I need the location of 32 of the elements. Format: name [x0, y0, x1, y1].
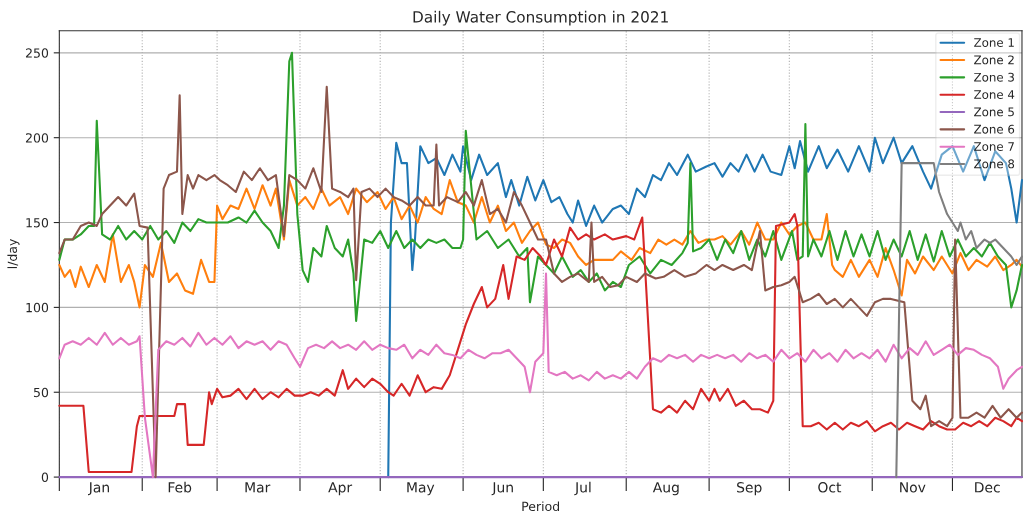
x-tick-label: Apr	[328, 482, 353, 496]
legend-label: Zone 7	[974, 142, 1014, 151]
x-tick-label: Jan	[88, 482, 109, 496]
x-tick-label: Jun	[491, 482, 513, 496]
y-tick-label: 100	[26, 302, 49, 313]
y-tick-label: 250	[25, 48, 49, 58]
y-tick-label: 200	[25, 133, 49, 143]
line-series	[58, 51, 1023, 323]
legend-label: Zone 3	[974, 72, 1014, 82]
legend-label: Zone 2	[974, 55, 1014, 65]
x-tick-label: Aug	[652, 482, 679, 496]
x-tick-label: Nov	[900, 482, 926, 493]
x-tick-label: Oct	[818, 482, 842, 493]
y-tick-label: 0	[41, 472, 49, 483]
x-tick-label: Sep	[737, 482, 762, 496]
legend-label: Zone 4	[974, 90, 1015, 99]
y-tick-label: 50	[33, 387, 49, 398]
legend-label: Zone 6	[974, 124, 1015, 134]
chart-title: Daily Water Consumption in 2021	[413, 10, 668, 26]
line-series	[58, 179, 1023, 309]
line-series	[387, 136, 1023, 479]
line-series	[58, 213, 1023, 474]
y-axis-title: l/day	[7, 238, 20, 269]
x-tick-label: May	[407, 482, 435, 496]
legend-label: Zone 5	[974, 107, 1014, 117]
x-tick-label: Feb	[168, 481, 192, 493]
x-axis-title: Period	[522, 501, 559, 512]
x-tick-label: Dec	[975, 482, 1000, 493]
legend-label: Zone 1	[974, 38, 1014, 47]
x-tick-label: Mar	[245, 482, 271, 493]
y-tick-label: 150	[26, 218, 49, 228]
x-tick-label: Jul	[574, 481, 591, 496]
